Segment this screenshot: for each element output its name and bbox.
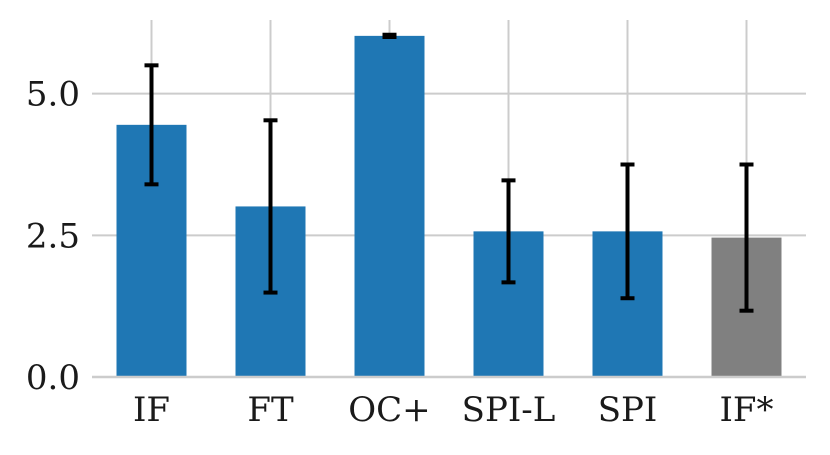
x-tick-label: IF*: [719, 390, 773, 430]
error-bar: [382, 32, 397, 39]
x-tick-labels: IF FT OC+ SPI-L SPI IF*: [133, 390, 774, 430]
x-tick-label: FT: [247, 390, 294, 430]
error-bar: [620, 162, 635, 301]
y-tick-label: 0.0: [26, 358, 80, 398]
error-bar: [263, 118, 278, 295]
gridlines: [92, 20, 806, 377]
y-tick-label: 2.5: [26, 216, 80, 256]
bars: [116, 35, 782, 377]
error-bar: [501, 178, 516, 285]
x-tick-label: SPI-L: [462, 390, 556, 430]
error-bar: [739, 162, 754, 313]
error-bar: [144, 63, 159, 187]
y-tick-labels: 0.0 2.5 5.0: [26, 75, 80, 398]
x-tick-label: SPI: [598, 390, 658, 430]
error-bars: [144, 32, 754, 313]
x-tick-label: OC+: [348, 390, 430, 430]
bar: [354, 35, 425, 377]
x-tick-label: IF: [133, 390, 170, 430]
y-tick-label: 5.0: [26, 75, 80, 115]
